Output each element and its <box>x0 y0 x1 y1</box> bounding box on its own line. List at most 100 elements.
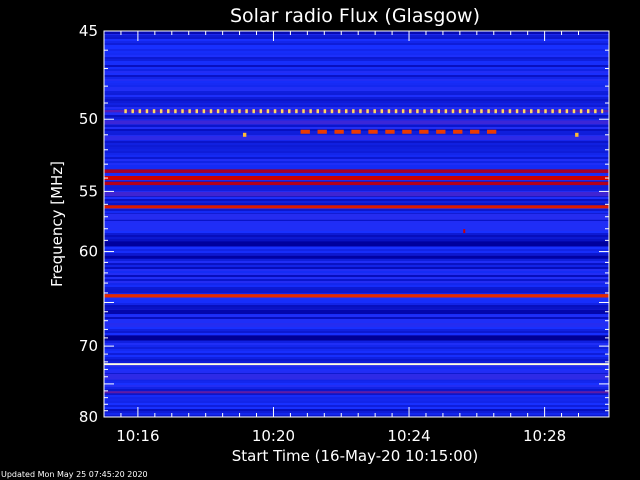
burst-mark <box>436 129 446 134</box>
burst-mark <box>273 109 277 114</box>
emission-band <box>104 373 609 380</box>
burst-mark <box>451 109 455 114</box>
spectrogram-background <box>104 31 609 417</box>
emission-band <box>104 241 609 247</box>
plot-frame <box>103 30 610 418</box>
emission-band <box>104 181 609 186</box>
burst-mark <box>259 109 263 114</box>
burst-mark <box>131 109 134 114</box>
x-tick-label: 10:16 <box>116 427 159 445</box>
burst-mark <box>409 109 412 114</box>
emission-band <box>104 109 609 113</box>
burst-mark <box>138 109 142 114</box>
burst-mark <box>231 109 234 114</box>
burst-mark <box>288 109 291 114</box>
burst-mark <box>152 109 156 114</box>
emission-band <box>104 294 609 298</box>
burst-mark <box>195 109 199 114</box>
emission-band <box>104 191 609 197</box>
burst-mark <box>316 109 319 114</box>
burst-mark <box>594 109 597 114</box>
plot-area <box>103 30 610 418</box>
y-tick-label: 50 <box>79 110 98 128</box>
burst-mark <box>209 109 213 114</box>
emission-band <box>104 175 609 181</box>
burst-mark <box>402 129 412 134</box>
burst-mark <box>394 109 398 114</box>
burst-mark <box>352 109 355 114</box>
emission-band <box>104 205 609 209</box>
y-tick-label: 45 <box>79 22 98 40</box>
burst-mark <box>508 109 512 114</box>
burst-mark <box>387 109 391 114</box>
burst-mark <box>423 109 426 114</box>
burst-mark <box>487 109 490 114</box>
burst-mark <box>419 129 429 134</box>
y-tick-label: 80 <box>79 408 98 426</box>
burst-mark <box>430 109 433 114</box>
burst-mark <box>565 109 569 114</box>
x-axis-ticks: 10:16 10:20 10:24 10:28 <box>116 31 579 445</box>
burst-mark <box>317 129 327 134</box>
burst-mark <box>373 109 376 114</box>
burst-mark <box>302 109 305 114</box>
burst-mark <box>453 129 463 134</box>
burst-mark <box>368 129 378 134</box>
burst-mark <box>522 109 526 114</box>
emission-band <box>104 213 609 220</box>
burst-mark <box>551 109 554 114</box>
burst-mark <box>586 109 590 114</box>
burst-mark <box>572 109 576 114</box>
emission-band <box>104 255 609 259</box>
emission-band <box>104 363 609 366</box>
burst-mark <box>385 129 395 134</box>
burst-mark <box>202 109 206 114</box>
burst-mark <box>280 109 284 114</box>
burst-mark <box>337 109 341 114</box>
burst-mark <box>300 129 310 134</box>
burst-mark <box>530 109 533 114</box>
x-tick-label: 10:20 <box>252 427 295 445</box>
burst-mark <box>344 109 348 114</box>
burst-mark <box>601 109 604 114</box>
burst-mark <box>380 109 384 114</box>
y-axis-ticks: 45 50 55 60 70 80 <box>79 22 609 426</box>
burst-mark <box>181 109 184 114</box>
burst-mark <box>216 109 220 114</box>
burst-mark <box>480 109 483 114</box>
burst-mark <box>473 109 476 114</box>
burst-mark <box>174 109 177 114</box>
burst-mark <box>575 132 579 137</box>
burst-mark <box>242 132 247 137</box>
x-tick-label: 10:24 <box>387 427 430 445</box>
emission-band <box>104 169 609 173</box>
burst-mark <box>494 109 497 114</box>
burst-mark <box>351 129 361 134</box>
x-tick-label: 10:28 <box>523 427 566 445</box>
emission-band <box>104 31 609 35</box>
burst-mark <box>515 109 519 114</box>
y-axis-label: Frequency [MHz] <box>48 161 66 287</box>
burst-mark <box>486 129 497 134</box>
chart-title: Solar radio Flux (Glasgow) <box>230 5 480 27</box>
y-tick-label: 70 <box>79 337 98 355</box>
burst-mark <box>465 109 469 114</box>
burst-mark <box>444 109 448 114</box>
emission-band <box>104 335 609 341</box>
emission-band <box>104 120 609 125</box>
emission-band <box>104 135 609 141</box>
burst-mark <box>309 109 312 114</box>
burst-mark <box>323 109 327 114</box>
burst-mark <box>544 109 547 114</box>
burst-mark <box>401 109 405 114</box>
y-tick-label: 60 <box>79 243 98 261</box>
burst-mark <box>159 109 163 114</box>
burst-mark <box>501 109 505 114</box>
burst-mark <box>252 109 255 114</box>
burst-mark <box>266 109 270 114</box>
burst-mark <box>295 109 298 114</box>
burst-mark <box>330 109 334 114</box>
burst-mark <box>145 109 149 114</box>
burst-mark <box>124 109 127 114</box>
